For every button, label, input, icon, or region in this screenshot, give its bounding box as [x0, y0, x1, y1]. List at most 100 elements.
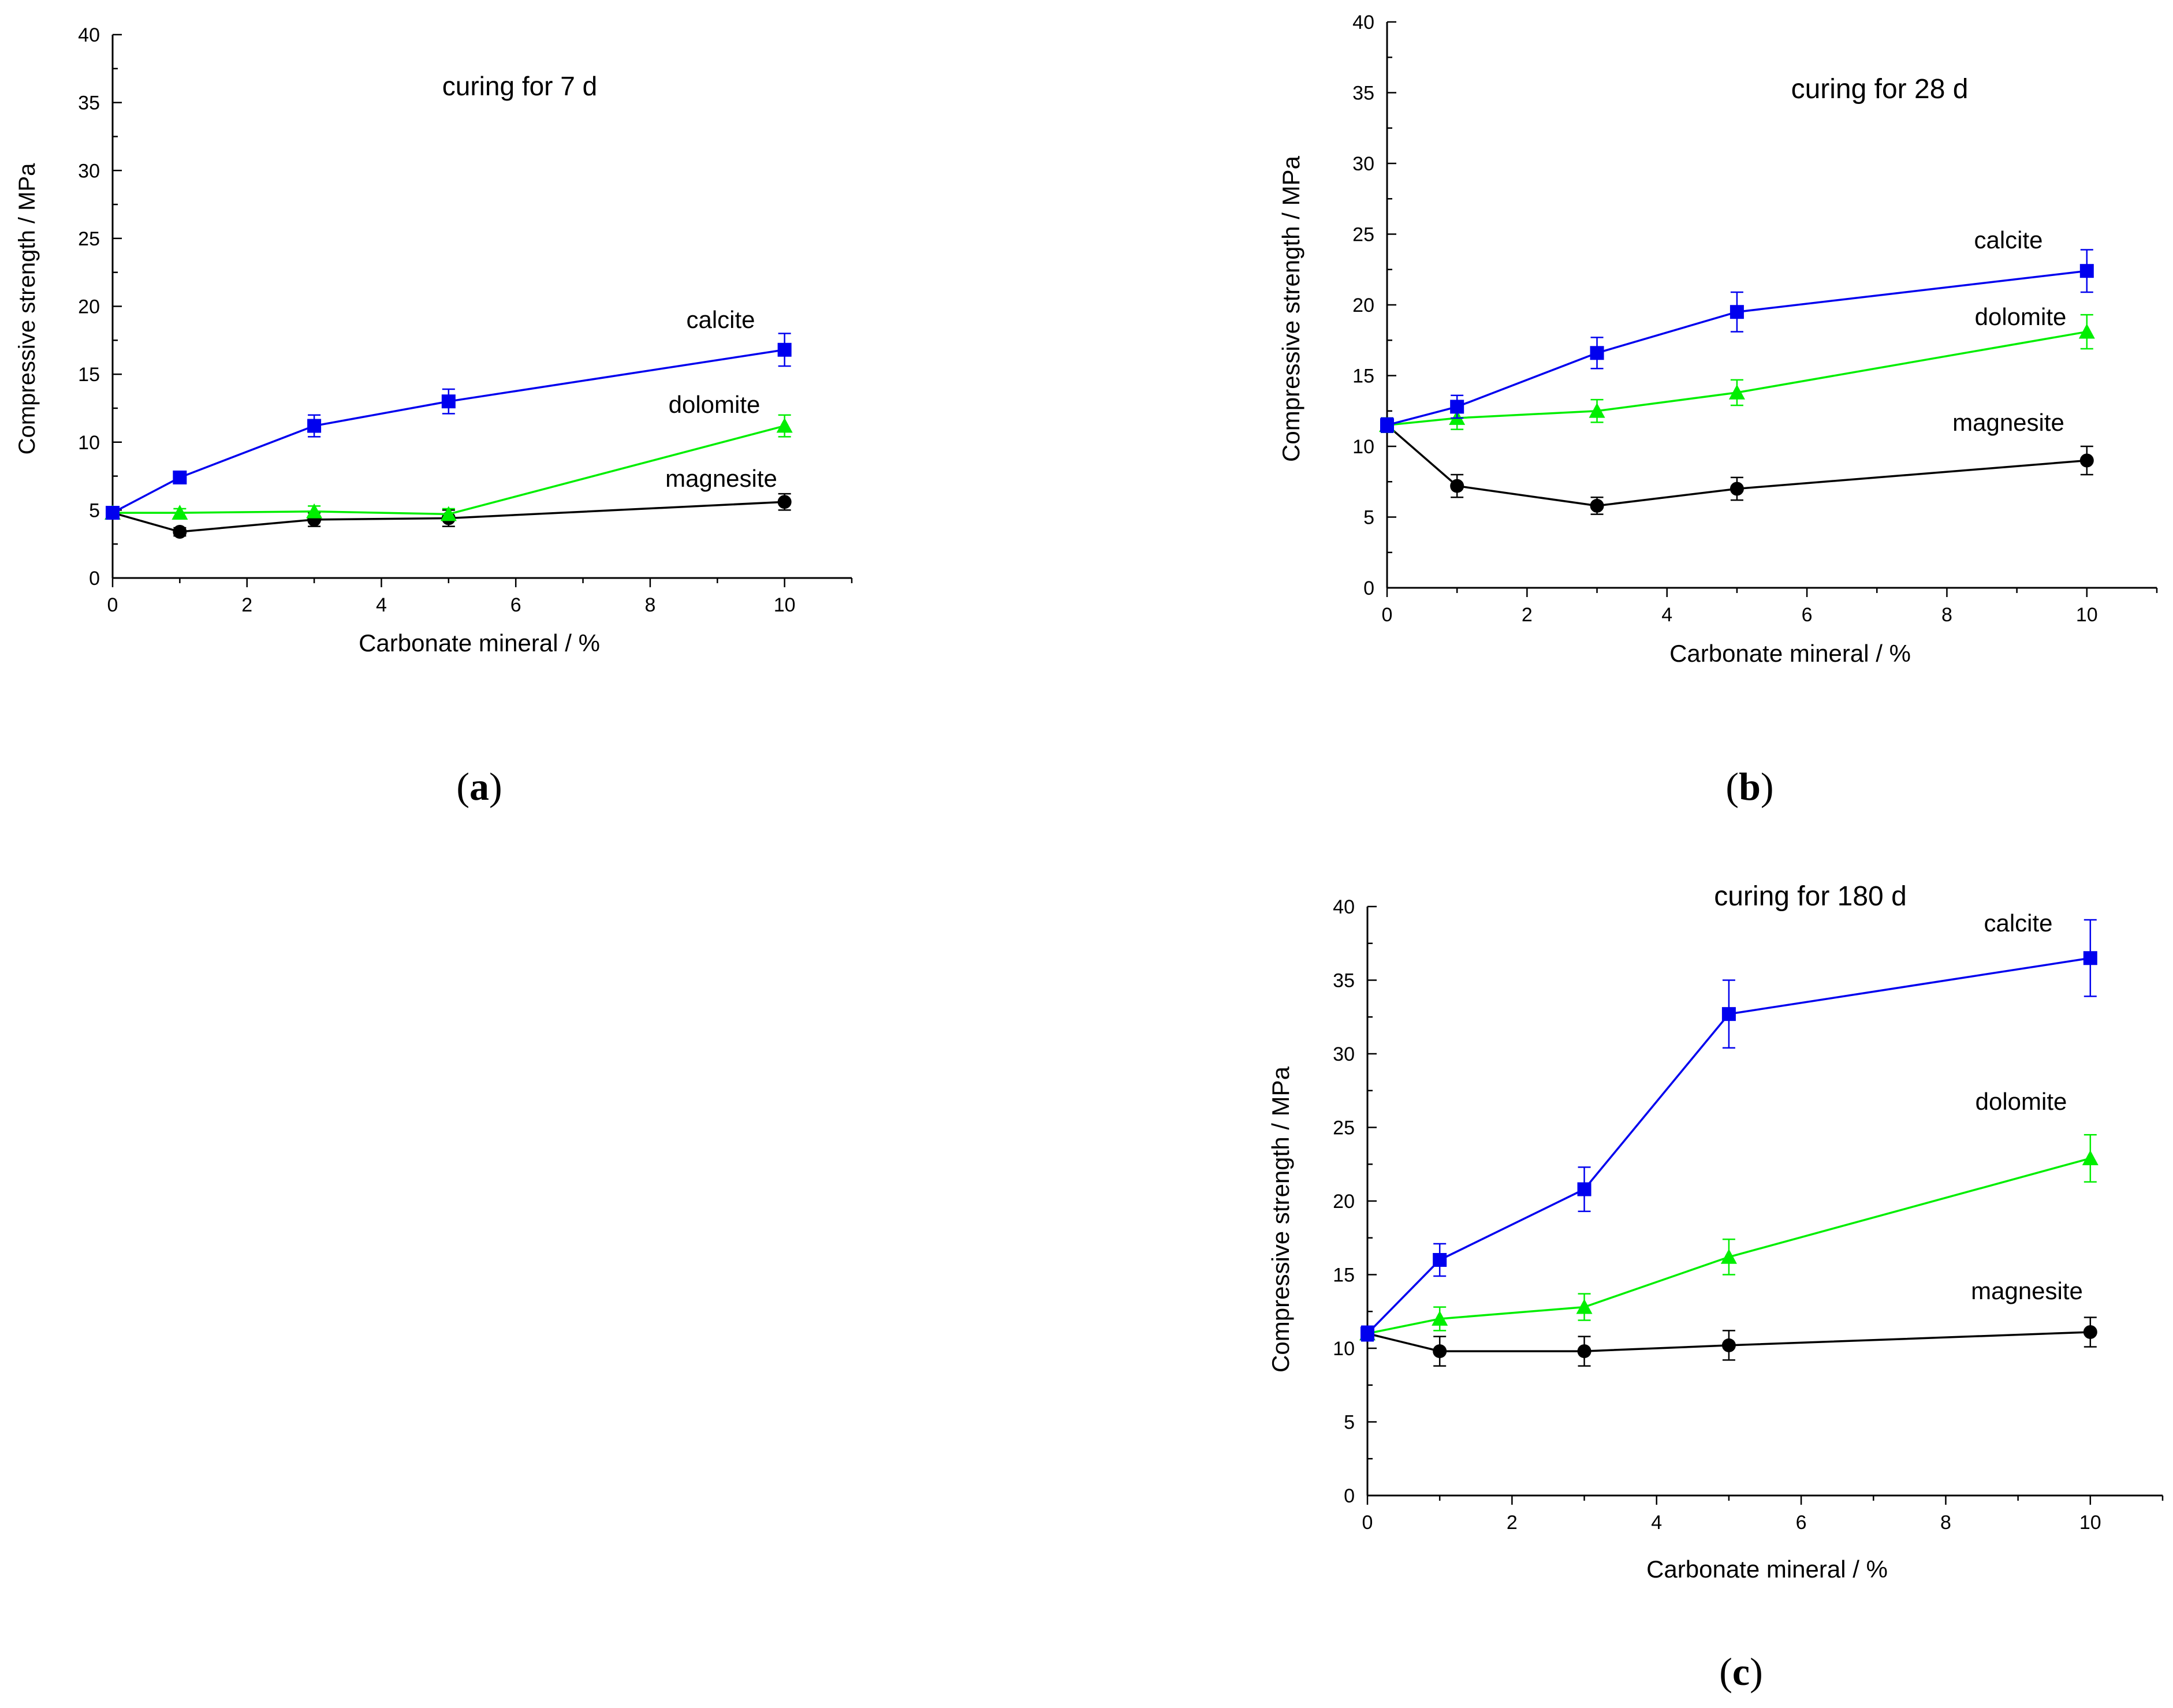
panel-b-calcite-point — [1450, 400, 1464, 414]
panel-a-caption: (a) — [456, 765, 502, 808]
panel-b-y-tick-label: 40 — [1352, 12, 1374, 33]
panel-c-dolomite-point — [1432, 1311, 1448, 1326]
panel-a-dolomite-point — [306, 503, 323, 519]
panel-c-magnesite-point — [1721, 1338, 1736, 1352]
panel-b-series-calcite — [1380, 249, 2094, 433]
panel-b-y-tick-label: 35 — [1352, 83, 1374, 105]
panel-b-caption: (b) — [1725, 765, 1773, 808]
panel-a-plot-area: 0 2 4 6 8 10 0 5 10 15 20 25 30 35 40 — [78, 24, 853, 616]
panel-c-calcite-point — [1433, 1253, 1447, 1267]
panel-a-x-tick-label: 10 — [774, 594, 796, 616]
panel-c-calcite-point — [1721, 1007, 1736, 1021]
panel-a-calcite-point — [441, 394, 456, 409]
panel-b-caption-close: ) — [1761, 765, 1774, 808]
panel-c-label-calcite: calcite — [1984, 909, 2052, 937]
panel-b-label-calcite: calcite — [1974, 226, 2042, 253]
panel-c-x-tick-label: 4 — [1651, 1512, 1662, 1534]
panel-c-y-tick-label: 15 — [1333, 1265, 1355, 1286]
panel-c-y-tick-label: 5 — [1344, 1412, 1355, 1434]
panel-c-caption-close: ) — [1750, 1650, 1763, 1694]
panel-b-ylabel: Compressive strength / MPa — [1277, 155, 1304, 462]
panel-c-dolomite-point — [1576, 1299, 1593, 1314]
panel-c-plot-area: 0 2 4 6 8 10 0 5 10 15 20 25 30 35 40 — [1333, 896, 2164, 1534]
panel-a-magnesite-point — [173, 525, 187, 539]
panel-b-xlabel: Carbonate mineral / % — [1669, 640, 1911, 667]
panel-b-y-tick-label: 25 — [1352, 224, 1374, 246]
panel-b-x-tick-label: 2 — [1522, 604, 1533, 626]
panel-c-title: curing for 180 d — [1714, 881, 1907, 912]
panel-b-caption-letter: b — [1739, 765, 1761, 808]
panel-b-y-tick-label: 0 — [1363, 577, 1374, 599]
panel-a-calcite-point — [173, 470, 187, 484]
panel-b-x-tick-label: 0 — [1382, 604, 1393, 626]
panel-c-y-tick-label: 30 — [1333, 1043, 1355, 1065]
panel-b-calcite-point — [1730, 305, 1744, 319]
panel-c-xlabel: Carbonate mineral / % — [1646, 1556, 1888, 1583]
panel-a-label-calcite: calcite — [686, 306, 755, 333]
panel-c-magnesite-point — [1577, 1344, 1591, 1359]
panel-b-calcite-point — [2079, 264, 2094, 278]
panel-a-calcite-point — [307, 419, 322, 433]
panel-b-x-tick-label: 6 — [1802, 604, 1813, 626]
panel-a-dolomite-point — [440, 506, 457, 521]
panel-b-calcite-point — [1380, 418, 1394, 432]
panel-a-y-tick-label: 15 — [78, 364, 100, 386]
panel-c-label-magnesite: magnesite — [1971, 1277, 2083, 1304]
panel-c-series-dolomite — [1359, 1134, 2099, 1342]
panel-c-label-dolomite: dolomite — [1976, 1088, 2067, 1115]
panel-c-series-calcite — [1361, 919, 2097, 1342]
panel-a-label-dolomite: dolomite — [669, 391, 761, 418]
panel-c-x-tick-label: 0 — [1362, 1512, 1373, 1534]
panel-a-dolomite-point — [776, 417, 793, 433]
panel-c-calcite-point — [2083, 951, 2097, 965]
panel-c-x-tick-label: 6 — [1796, 1512, 1807, 1534]
panel-b-y-tick-label: 10 — [1352, 436, 1374, 458]
panel-a-x-tick-label: 2 — [241, 594, 252, 616]
panel-a-y-tick-label: 20 — [78, 296, 100, 318]
panel-b-x-tick-label: 4 — [1661, 604, 1672, 626]
panel-a-y-tick-label: 0 — [89, 568, 100, 590]
panel-a-title: curing for 7 d — [442, 71, 597, 101]
panel-c-y-tick-label: 20 — [1333, 1191, 1355, 1213]
panel-a-calcite-point — [777, 342, 792, 357]
panel-c-caption-open: ( — [1719, 1650, 1732, 1694]
panel-b-dolomite-point — [1728, 384, 1745, 400]
panel-c-x-tick-label: 2 — [1507, 1512, 1518, 1534]
panel-b-magnesite-point — [1590, 498, 1604, 513]
panel-b-title: curing for 28 d — [1791, 74, 1969, 105]
panel-c-ylabel: Compressive strength / MPa — [1267, 1066, 1294, 1373]
panel-a-calcite-point — [106, 506, 120, 520]
panel-a-caption-letter: a — [469, 765, 489, 808]
panel-c-calcite-point — [1361, 1326, 1374, 1341]
panel-c-caption: (c) — [1719, 1650, 1763, 1694]
panel-b-dolomite-point — [1589, 402, 1605, 418]
panel-c-y-tick-label: 35 — [1333, 970, 1355, 992]
panel-c-y-tick-label: 0 — [1344, 1485, 1355, 1507]
panel-b-y-tick-label: 30 — [1352, 153, 1374, 175]
panel-c-series-magnesite — [1361, 1317, 2097, 1367]
panel-c-magnesite-point — [1433, 1344, 1447, 1359]
panel-a-y-tick-label: 10 — [78, 432, 100, 454]
panel-b-x-tick-label: 10 — [2076, 604, 2098, 626]
panel-c-y-tick-label: 10 — [1333, 1338, 1355, 1360]
panel-a-series-calcite — [106, 333, 792, 520]
panel-a-x-tick-label: 0 — [107, 594, 118, 616]
panel-a-caption-close: ) — [489, 765, 502, 808]
panel-c-y-tick-label: 25 — [1333, 1117, 1355, 1139]
panel-b-magnesite-point — [2079, 453, 2094, 468]
panel-a-y-tick-label: 40 — [78, 24, 100, 46]
panel-b-calcite-point — [1590, 346, 1604, 360]
panel-c-magnesite-point — [2083, 1325, 2097, 1339]
panel-a-caption-open: ( — [456, 765, 469, 808]
panel-c-x-tick-label: 8 — [1940, 1512, 1951, 1534]
panel-a-chart: curing for 7 d Compressive strength / MP… — [14, 24, 853, 808]
panel-b-y-tick-label: 15 — [1352, 366, 1374, 387]
panel-b-y-tick-label: 5 — [1363, 507, 1374, 529]
panel-a-y-tick-label: 30 — [78, 160, 100, 182]
panel-a-label-magnesite: magnesite — [665, 465, 777, 492]
panel-b-chart: curing for 28 d Compressive strength / M… — [1277, 12, 2158, 808]
panel-a-y-tick-label: 25 — [78, 228, 100, 250]
panel-b-dolomite-point — [2078, 323, 2095, 339]
panel-b-magnesite-point — [1730, 482, 1744, 496]
